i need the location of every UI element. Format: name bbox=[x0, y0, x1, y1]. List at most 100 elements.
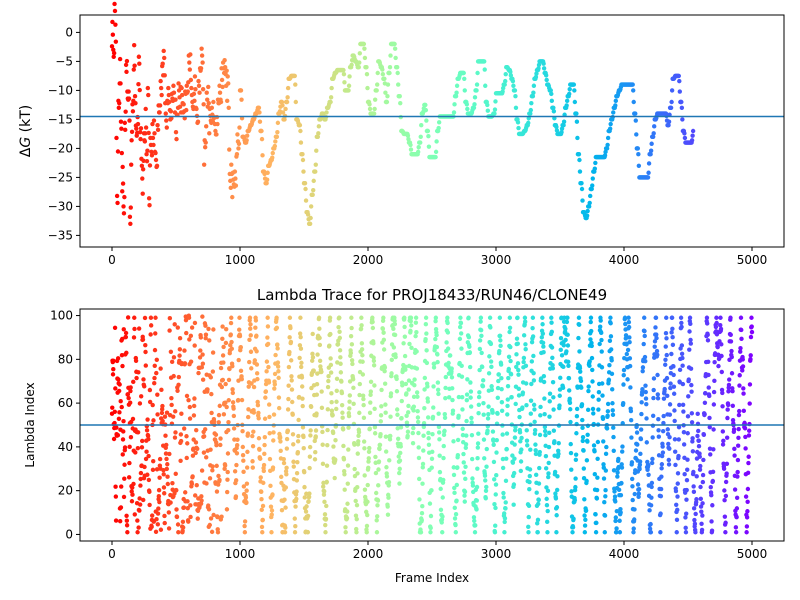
lambda-point bbox=[443, 385, 448, 391]
lambda-point bbox=[641, 341, 646, 347]
delta-g-point bbox=[316, 124, 322, 129]
lambda-point bbox=[221, 412, 227, 417]
lambda-point bbox=[646, 472, 651, 478]
lambda-point bbox=[588, 319, 593, 325]
delta-g-point bbox=[303, 198, 309, 203]
lambda-point bbox=[478, 315, 484, 320]
lambda-point bbox=[321, 492, 327, 497]
lambda-point bbox=[125, 315, 131, 320]
lambda-point bbox=[546, 474, 551, 480]
lambda-point bbox=[188, 359, 194, 364]
lambda-point bbox=[255, 399, 260, 405]
lambda-point bbox=[411, 394, 417, 400]
lambda-point bbox=[317, 342, 323, 348]
lambda-point bbox=[232, 469, 238, 474]
lambda-point bbox=[724, 471, 729, 476]
delta-g-point bbox=[549, 98, 555, 104]
lambda-point bbox=[494, 472, 499, 478]
lambda-point bbox=[353, 513, 359, 518]
lambda-point bbox=[529, 339, 535, 345]
lambda-point bbox=[111, 358, 116, 364]
lambda-point bbox=[128, 434, 134, 440]
lambda-point bbox=[676, 453, 681, 459]
lambda-point bbox=[596, 407, 601, 412]
lambda-point bbox=[282, 497, 287, 502]
lambda-point bbox=[120, 363, 125, 369]
lambda-point bbox=[599, 337, 604, 343]
lambda-point bbox=[605, 413, 610, 419]
lambda-point bbox=[654, 335, 659, 341]
lambda-point bbox=[430, 432, 435, 437]
lambda-point bbox=[186, 315, 192, 320]
lambda-point bbox=[557, 403, 562, 408]
lambda-point bbox=[610, 387, 615, 392]
lambda-point bbox=[397, 466, 402, 472]
lambda-point bbox=[254, 349, 259, 354]
lambda-point bbox=[589, 343, 594, 349]
lambda-point bbox=[130, 492, 135, 497]
delta-g-point bbox=[155, 127, 161, 133]
lambda-point bbox=[627, 363, 633, 369]
lambda-point bbox=[237, 327, 242, 332]
lambda-point bbox=[674, 517, 680, 523]
lambda-point bbox=[405, 410, 411, 415]
lambda-point bbox=[250, 459, 255, 464]
lambda-point bbox=[712, 378, 717, 383]
delta-g-point bbox=[226, 105, 231, 111]
delta-g-point bbox=[179, 85, 184, 91]
lambda-point bbox=[218, 365, 224, 371]
lambda-point bbox=[630, 497, 635, 503]
lambda-point bbox=[139, 445, 145, 450]
lambda-point bbox=[347, 399, 352, 404]
lambda-point bbox=[462, 493, 467, 498]
lambda-point bbox=[220, 377, 226, 383]
lambda-point bbox=[489, 384, 494, 389]
lambda-point bbox=[669, 351, 674, 357]
lambda-point bbox=[606, 377, 612, 382]
lambda-point bbox=[587, 363, 592, 368]
delta-g-point bbox=[275, 129, 280, 135]
lambda-point bbox=[411, 408, 416, 413]
lambda-point bbox=[154, 516, 159, 522]
lambda-point bbox=[150, 467, 156, 473]
lambda-point bbox=[499, 386, 504, 392]
lambda-point bbox=[735, 474, 740, 479]
lambda-point bbox=[722, 497, 727, 503]
delta-g-point bbox=[677, 89, 683, 94]
lambda-point bbox=[294, 489, 299, 494]
lambda-point bbox=[733, 525, 739, 530]
lambda-point bbox=[744, 530, 749, 535]
delta-g-point bbox=[393, 55, 398, 61]
lambda-point bbox=[252, 358, 258, 363]
lambda-point bbox=[603, 451, 609, 457]
delta-g-point bbox=[145, 85, 151, 91]
lambda-point bbox=[246, 407, 251, 412]
lambda-point bbox=[365, 499, 370, 505]
lambda-point bbox=[745, 509, 750, 514]
lambda-point bbox=[624, 351, 630, 357]
lambda-point bbox=[177, 353, 182, 358]
lambda-point bbox=[350, 377, 356, 382]
lambda-point bbox=[298, 346, 304, 351]
lambda-point bbox=[452, 516, 458, 521]
lambda-point bbox=[153, 529, 159, 534]
lambda-point bbox=[368, 389, 374, 394]
lambda-point bbox=[653, 315, 659, 320]
lambda-point bbox=[113, 484, 118, 489]
lambda-point bbox=[652, 344, 657, 349]
lambda-point bbox=[748, 356, 753, 362]
lambda-point bbox=[170, 414, 176, 419]
lambda-point bbox=[551, 407, 556, 412]
lambda-point bbox=[249, 381, 254, 386]
lambda-point bbox=[136, 326, 142, 331]
delta-g-point bbox=[150, 121, 155, 127]
lambda-point bbox=[568, 407, 573, 412]
lambda-point bbox=[531, 353, 536, 359]
lambda-point bbox=[240, 429, 245, 434]
delta-g-point bbox=[126, 89, 131, 94]
lambda-point bbox=[555, 474, 560, 479]
delta-g-point bbox=[388, 53, 393, 58]
lambda-point bbox=[386, 483, 391, 488]
lambda-point bbox=[433, 327, 439, 332]
lambda-point bbox=[666, 457, 671, 463]
